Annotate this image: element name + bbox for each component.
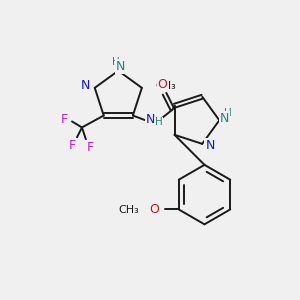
Text: N: N xyxy=(81,80,91,92)
Text: H: H xyxy=(112,57,120,67)
Text: O: O xyxy=(149,203,159,216)
Text: CH₃: CH₃ xyxy=(118,206,139,215)
Text: F: F xyxy=(68,139,76,152)
Text: N: N xyxy=(116,60,125,73)
Text: N: N xyxy=(146,113,155,126)
Text: H: H xyxy=(155,118,163,128)
Text: F: F xyxy=(61,113,68,126)
Text: F: F xyxy=(86,141,93,154)
Text: N: N xyxy=(220,112,229,125)
Text: CH₃: CH₃ xyxy=(156,81,176,91)
Text: O: O xyxy=(158,78,167,91)
Text: H: H xyxy=(224,108,232,118)
Text: N: N xyxy=(206,139,215,152)
